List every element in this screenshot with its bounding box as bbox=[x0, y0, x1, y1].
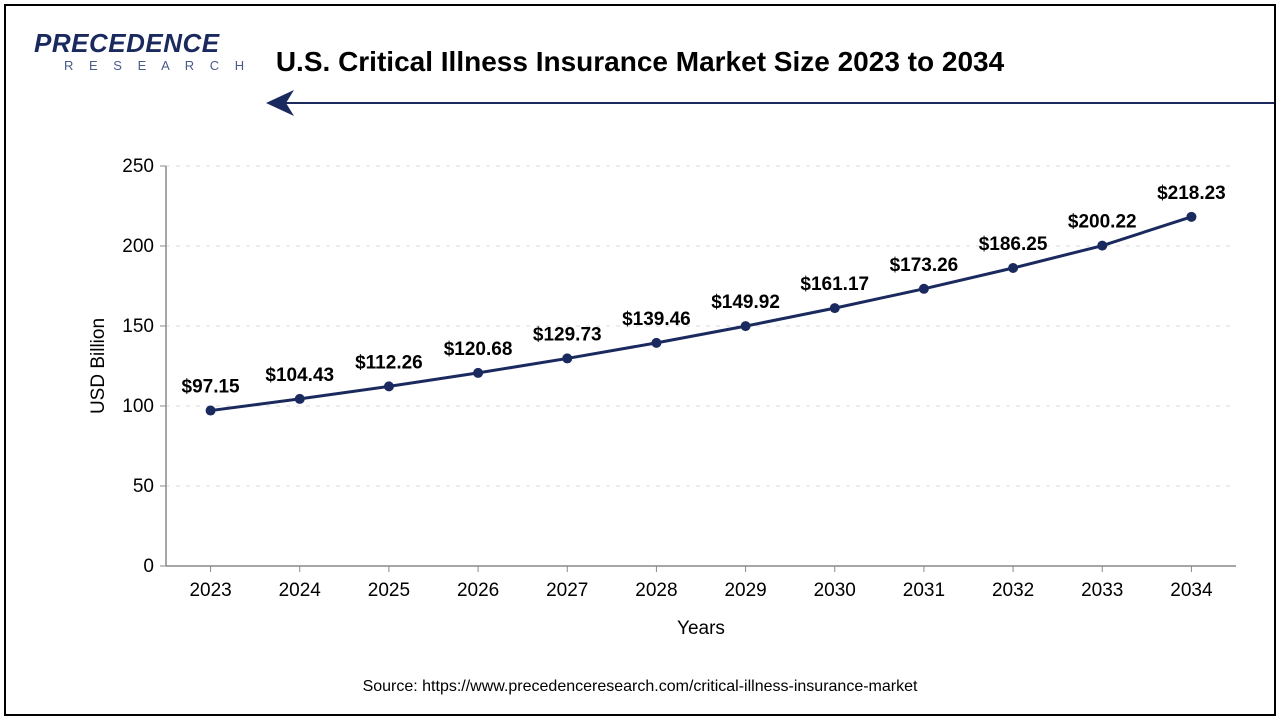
svg-text:2029: 2029 bbox=[724, 580, 766, 601]
svg-text:50: 50 bbox=[133, 476, 154, 497]
svg-text:$139.46: $139.46 bbox=[622, 309, 691, 330]
svg-text:$97.15: $97.15 bbox=[182, 377, 241, 398]
svg-text:200: 200 bbox=[122, 236, 154, 257]
svg-text:$149.92: $149.92 bbox=[711, 292, 780, 313]
svg-text:$112.26: $112.26 bbox=[355, 352, 423, 373]
svg-text:2025: 2025 bbox=[368, 580, 410, 601]
svg-text:$161.17: $161.17 bbox=[800, 274, 869, 295]
svg-text:0: 0 bbox=[143, 556, 154, 577]
svg-text:2031: 2031 bbox=[903, 580, 945, 601]
svg-text:$173.26: $173.26 bbox=[890, 255, 959, 276]
svg-text:$120.68: $120.68 bbox=[444, 339, 513, 360]
svg-text:100: 100 bbox=[122, 396, 154, 417]
svg-text:Years: Years bbox=[677, 618, 725, 639]
svg-text:2028: 2028 bbox=[635, 580, 677, 601]
svg-text:$104.43: $104.43 bbox=[265, 365, 334, 386]
svg-text:150: 150 bbox=[122, 316, 154, 337]
svg-text:2026: 2026 bbox=[457, 580, 499, 601]
svg-text:2024: 2024 bbox=[279, 580, 322, 601]
svg-text:$218.23: $218.23 bbox=[1157, 183, 1226, 204]
svg-text:$186.25: $186.25 bbox=[979, 234, 1048, 255]
svg-text:2023: 2023 bbox=[189, 580, 231, 601]
svg-text:2033: 2033 bbox=[1081, 580, 1123, 601]
chart-title: U.S. Critical Illness Insurance Market S… bbox=[6, 46, 1274, 78]
source-citation: Source: https://www.precedenceresearch.c… bbox=[6, 678, 1274, 696]
svg-text:USD Billion: USD Billion bbox=[88, 318, 109, 414]
svg-text:2030: 2030 bbox=[814, 580, 856, 601]
svg-text:$200.22: $200.22 bbox=[1068, 212, 1137, 233]
line-chart: 0 50 100 150 200 250 2023 2024 2025 2026 2027 2028 2… bbox=[86, 146, 1246, 646]
svg-text:250: 250 bbox=[122, 156, 154, 177]
chart-frame: PRECEDENCE R E S E A R C H U.S. Critical… bbox=[4, 4, 1276, 716]
svg-text:2032: 2032 bbox=[992, 580, 1034, 601]
svg-text:2034: 2034 bbox=[1170, 580, 1213, 601]
svg-text:2027: 2027 bbox=[546, 580, 588, 601]
decorative-arrow-head bbox=[264, 86, 298, 127]
decorative-arrow-line bbox=[274, 102, 1274, 104]
svg-text:$129.73: $129.73 bbox=[533, 324, 602, 345]
